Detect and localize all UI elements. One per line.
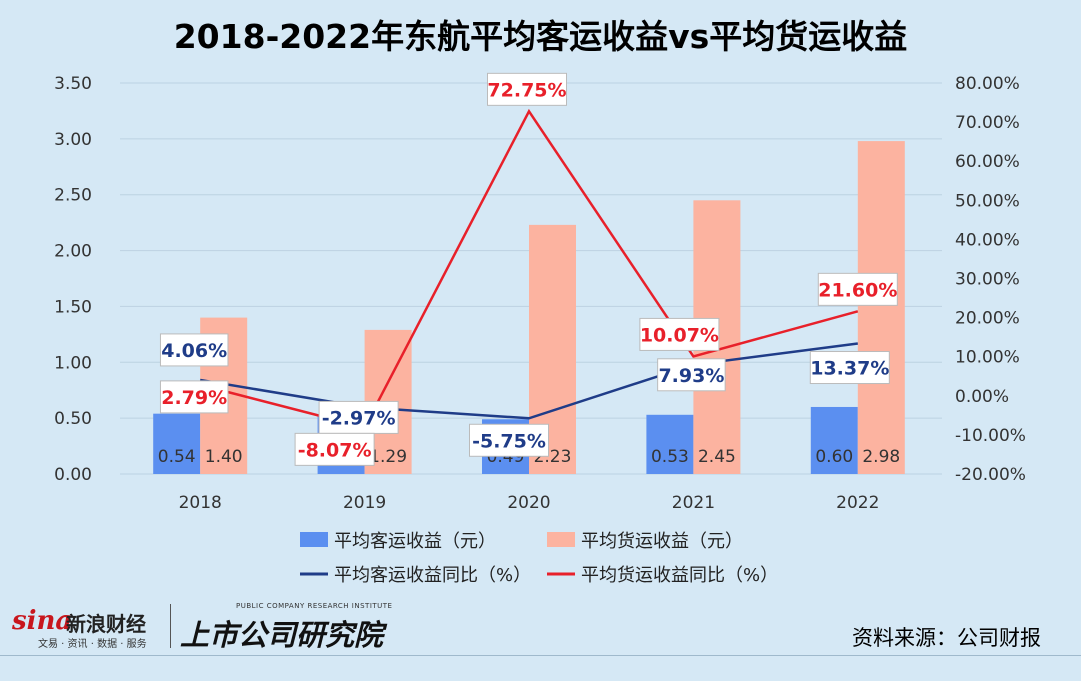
left-tick-label: 2.50 [54,186,92,206]
value-label-box [487,72,567,106]
passenger-yoy-line [199,342,858,420]
passenger-yoy-label: -2.97% [322,407,396,429]
legend-cargo-bar-label: 平均货运收益（元） [581,531,743,552]
passenger-bar-label: 0.54 [158,447,196,467]
x-axis: 2018 2019 2020 2021 2022 [179,493,880,513]
cargo-yoy-label: 10.07% [640,324,719,346]
left-tick-label: 1.00 [54,353,92,373]
right-tick-label: 30.00% [955,270,1020,290]
cargo-bar-label: 1.29 [369,447,407,467]
legend: 平均客运收益（元） 平均货运收益（元） 平均客运收益同比（%） 平均货运收益同比（%） [300,531,778,586]
x-tick-label: 2022 [836,493,879,513]
left-axis: 0.00 0.50 1.00 1.50 2.00 2.50 3.00 3.50 [54,74,92,485]
x-tick-label: 2021 [672,493,715,513]
value-label-box [469,423,549,457]
logo-divider [170,604,171,648]
value-label-box [817,272,898,306]
sina-finance-logo: sina 新浪财经 文易 · 资讯 · 数据 · 服务 [12,606,162,652]
institute-logo: PUBLIC COMPANY RESEARCH INSTITUTE 上市公司研究… [180,602,420,652]
cargo-yoy-label: 72.75% [487,79,566,101]
passenger-bar [810,406,858,474]
institute-english-name: PUBLIC COMPANY RESEARCH INSTITUTE [236,602,393,610]
cargo-bar-label: 2.45 [698,447,736,467]
right-tick-label: 70.00% [955,113,1020,133]
passenger-yoy-label: -5.75% [472,430,546,452]
sina-wordmark: sina [12,606,73,636]
cargo-bar-label: 1.40 [205,447,243,467]
passenger-bar-label: 0.60 [815,447,853,467]
right-tick-label: 10.00% [955,348,1020,368]
passenger-bar-label: 0.53 [651,447,689,467]
x-tick-label: 2018 [179,493,222,513]
right-tick-label: -20.00% [955,465,1026,485]
legend-cargo-bar-swatch [547,532,575,547]
passenger-bar [153,413,201,474]
chart-title: 2018-2022年东航平均客运收益vs平均货运收益 [173,17,908,56]
legend-passenger-line-label: 平均客运收益同比（%） [334,565,531,586]
legend-passenger-bar-label: 平均客运收益（元） [334,531,496,552]
cargo-bar-label: 2.98 [862,447,900,467]
left-tick-label: 2.00 [54,242,92,262]
legend-cargo-line-label: 平均货运收益同比（%） [581,565,778,586]
institute-chinese-name: 上市公司研究院 [180,618,384,652]
right-tick-label: 20.00% [955,309,1020,329]
passenger-yoy-label: 4.06% [161,340,227,362]
left-tick-label: 3.50 [54,74,92,94]
right-tick-label: 60.00% [955,152,1020,172]
chart: 0.00 0.50 1.00 1.50 2.00 2.50 3.00 3.50 -20.00%… [54,72,1026,586]
cargo-yoy-line [199,108,859,429]
sina-finance-name: 新浪财经 [66,612,146,636]
source-note: 资料来源：公司财报 [852,626,1041,650]
left-tick-label: 1.50 [54,297,92,317]
right-tick-label: 40.00% [955,230,1020,250]
value-label-box [159,380,229,414]
value-label-box [159,333,229,367]
cargo-yoy-label: 2.79% [161,387,227,409]
line-labels: 4.06% -2.97% -5.75% 7.93% 13.37% 2.79% -8.07% 7… [159,72,898,466]
x-tick-label: 2019 [343,493,386,513]
cargo-bar [857,141,905,474]
right-tick-label: 50.00% [955,191,1020,211]
right-tick-label: -10.00% [955,426,1026,446]
passenger-yoy-label: 13.37% [810,358,889,380]
value-label-box [639,317,720,351]
value-label-box [657,358,726,392]
lines [199,108,859,429]
cargo-yoy-label: -8.07% [298,439,372,461]
right-tick-label: 80.00% [955,74,1020,94]
x-tick-label: 2020 [507,493,550,513]
passenger-bar [646,414,694,474]
right-tick-label: 0.00% [955,387,1009,407]
passenger-yoy-label: 7.93% [658,365,724,387]
left-tick-label: 3.00 [54,130,92,150]
left-tick-label: 0.50 [54,409,92,429]
sina-finance-tagline: 文易 · 资讯 · 数据 · 服务 [38,639,147,650]
legend-passenger-bar-swatch [300,532,328,547]
right-axis: -20.00% -10.00% 0.00% 10.00% 20.00% 30.00% 40.… [955,74,1026,485]
left-tick-label: 0.00 [54,465,92,485]
value-label-box [294,432,375,466]
cargo-yoy-label: 21.60% [818,279,897,301]
footer-divider [0,655,1081,656]
value-label-box [809,351,890,385]
